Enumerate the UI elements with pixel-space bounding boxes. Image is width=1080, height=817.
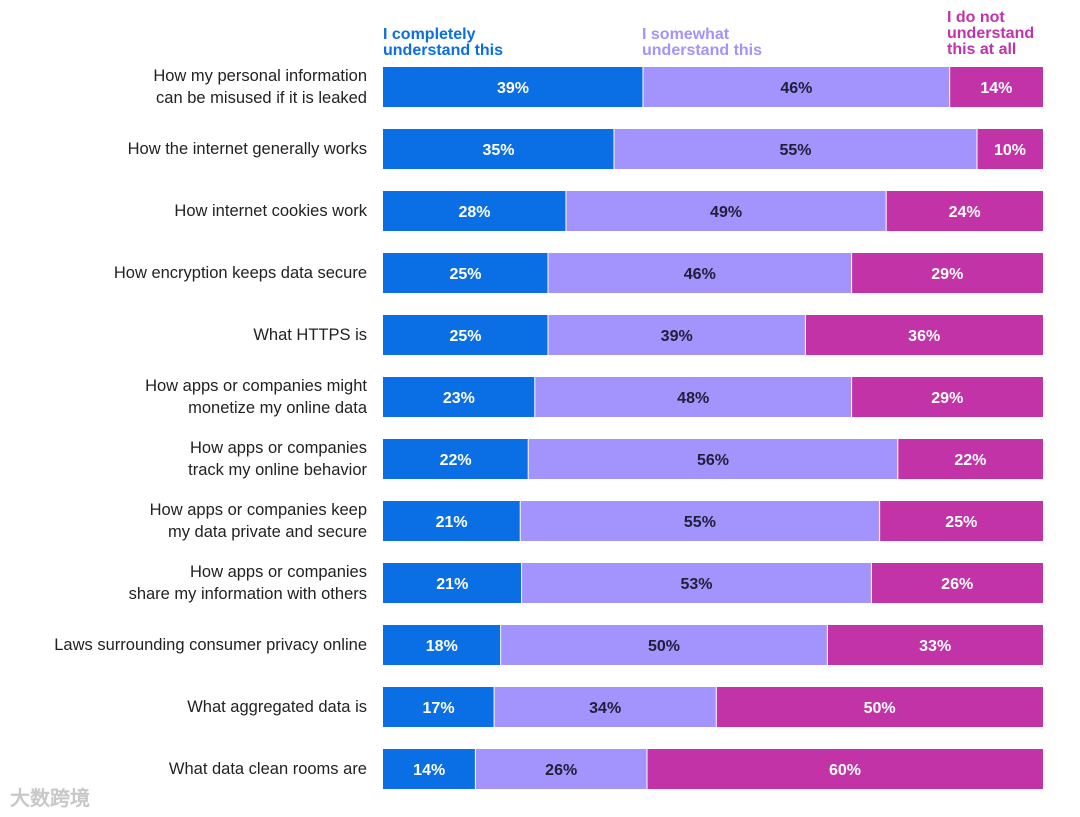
data-label: 48%	[677, 390, 709, 407]
category-label: How apps or companies might monetize my …	[145, 377, 367, 417]
category-label: What aggregated data is	[187, 698, 367, 716]
bar-segment	[871, 563, 1043, 603]
bar-segment	[534, 377, 852, 417]
data-label: 25%	[449, 328, 481, 345]
bar-segment	[383, 501, 521, 541]
bar-segment	[548, 253, 852, 293]
category-label: How apps or companies track my online be…	[188, 439, 367, 479]
data-label: 21%	[436, 514, 468, 531]
legend-entry-1: I completely understand this	[383, 26, 504, 59]
bar-segment	[383, 439, 529, 479]
bar-segment	[500, 625, 828, 665]
category-label: How apps or companies share my informati…	[128, 563, 367, 603]
legend-entry-3: I do not understand this at all	[947, 9, 1035, 58]
category-label: What data clean rooms are	[168, 760, 367, 778]
data-label: 55%	[684, 514, 716, 531]
bar-segment	[383, 749, 476, 789]
category-label: How the internet generally works	[127, 140, 367, 158]
data-label: 26%	[941, 576, 973, 593]
data-label: 34%	[589, 700, 621, 717]
bar-segment	[565, 191, 887, 231]
bar-segment	[977, 129, 1043, 169]
bar-segment	[521, 563, 872, 603]
data-label: 36%	[908, 328, 940, 345]
bar-segment	[851, 377, 1043, 417]
bar-segment	[528, 439, 898, 479]
data-label: 39%	[497, 80, 529, 97]
data-label: 14%	[980, 80, 1012, 97]
category-label: How apps or companies keep my data priva…	[149, 501, 367, 541]
bar-segment	[383, 315, 548, 355]
bar-segment	[851, 253, 1043, 293]
data-label: 23%	[443, 390, 475, 407]
bar-segment	[383, 191, 566, 231]
data-label: 26%	[545, 762, 577, 779]
bar-segment	[383, 563, 522, 603]
data-label: 53%	[680, 576, 712, 593]
bar-segment	[475, 749, 647, 789]
data-label: 28%	[458, 204, 490, 221]
bar-segment	[827, 625, 1043, 665]
bar-segment	[383, 625, 501, 665]
data-label: 14%	[413, 762, 445, 779]
bar-segment	[383, 129, 614, 169]
bar-segment	[879, 501, 1043, 541]
bar-segment	[716, 687, 1043, 727]
bar-segment	[383, 253, 548, 293]
data-label: 22%	[440, 452, 472, 469]
bar-segment	[805, 315, 1043, 355]
data-label: 25%	[449, 266, 481, 283]
data-label: 29%	[931, 390, 963, 407]
category-label: How internet cookies work	[174, 202, 367, 220]
data-label: 33%	[919, 638, 951, 655]
data-label: 24%	[949, 204, 981, 221]
category-label: How encryption keeps data secure	[113, 264, 367, 282]
bar-segment	[614, 129, 977, 169]
category-label: What HTTPS is	[253, 326, 367, 344]
bar-segment	[949, 67, 1043, 107]
data-label: 18%	[426, 638, 458, 655]
data-label: 50%	[864, 700, 896, 717]
data-label: 25%	[945, 514, 977, 531]
data-label: 35%	[482, 142, 514, 159]
data-label: 10%	[994, 142, 1026, 159]
data-label: 56%	[697, 452, 729, 469]
data-label: 55%	[779, 142, 811, 159]
data-label: 50%	[648, 638, 680, 655]
data-label: 22%	[954, 452, 986, 469]
data-label: 49%	[710, 204, 742, 221]
bar-segment	[897, 439, 1043, 479]
category-label: Laws surrounding consumer privacy online	[54, 636, 367, 654]
legend-entry-2: I somewhat understand this	[642, 26, 763, 59]
data-label: 29%	[931, 266, 963, 283]
data-label: 17%	[423, 700, 455, 717]
bar-segment	[383, 687, 495, 727]
bar-segment	[520, 501, 880, 541]
category-label: How my personal information can be misus…	[153, 67, 367, 107]
watermark-logo: 大数跨境	[10, 788, 90, 810]
data-label: 39%	[661, 328, 693, 345]
data-label: 46%	[780, 80, 812, 97]
data-label: 46%	[684, 266, 716, 283]
bar-segment	[383, 67, 643, 107]
data-label: 60%	[829, 762, 861, 779]
bar-segment	[383, 377, 535, 417]
bar-segment	[643, 67, 950, 107]
bar-segment	[548, 315, 806, 355]
data-label: 21%	[436, 576, 468, 593]
bar-segment	[647, 749, 1043, 789]
bar-segment	[886, 191, 1043, 231]
bar-segment	[494, 687, 717, 727]
